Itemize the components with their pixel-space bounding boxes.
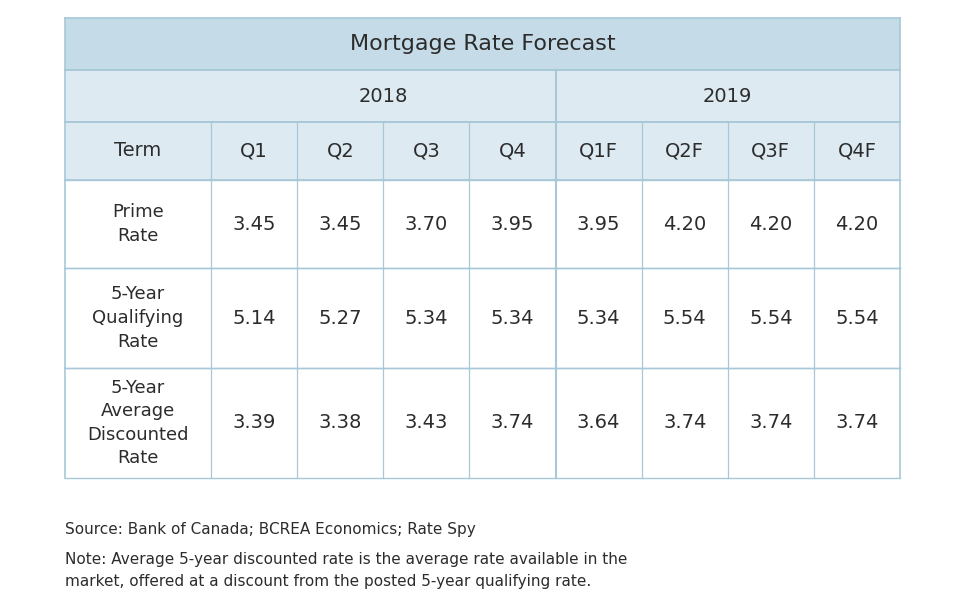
Text: 3.95: 3.95 [491,214,535,234]
Text: 5.34: 5.34 [405,308,448,327]
Bar [641,122,728,180]
Bar [65,268,900,368]
Text: Q2F: Q2F [665,141,705,160]
Text: 5.54: 5.54 [749,308,793,327]
Bar [211,122,298,180]
Text: Note: Average 5-year discounted rate is the average rate available in the
market: Note: Average 5-year discounted rate is … [65,552,628,589]
Text: 5.27: 5.27 [319,308,362,327]
Bar [211,70,556,122]
Text: 5.34: 5.34 [491,308,535,327]
Bar [556,70,900,122]
Text: 5.54: 5.54 [663,308,707,327]
Text: Q1F: Q1F [579,141,618,160]
Text: 5.54: 5.54 [835,308,878,327]
Text: 5-Year
Average
Discounted
Rate: 5-Year Average Discounted Rate [87,379,189,468]
Text: 3.74: 3.74 [663,414,707,433]
Text: Q1: Q1 [240,141,268,160]
Text: 3.45: 3.45 [232,214,276,234]
Text: 3.45: 3.45 [319,214,362,234]
Text: Term: Term [114,141,161,160]
Text: Q2: Q2 [326,141,354,160]
Text: 3.74: 3.74 [749,414,793,433]
Bar [65,18,900,70]
Text: 3.64: 3.64 [577,414,620,433]
Bar [469,122,556,180]
Text: 5.14: 5.14 [232,308,276,327]
Bar [383,122,469,180]
Bar [814,122,900,180]
Text: 3.38: 3.38 [319,414,362,433]
Text: Q3: Q3 [413,141,441,160]
Text: 5.34: 5.34 [577,308,620,327]
Bar [556,122,641,180]
Text: Source: Bank of Canada; BCREA Economics; Rate Spy: Source: Bank of Canada; BCREA Economics;… [65,522,476,537]
Text: 2018: 2018 [359,86,408,105]
Text: 3.70: 3.70 [405,214,448,234]
Text: 3.43: 3.43 [405,414,448,433]
Text: 5-Year
Qualifying
Rate: 5-Year Qualifying Rate [92,285,183,351]
Text: Q4F: Q4F [837,141,876,160]
Text: Mortgage Rate Forecast: Mortgage Rate Forecast [349,34,615,54]
Text: 4.20: 4.20 [835,214,878,234]
Text: Q3F: Q3F [752,141,790,160]
Bar [65,122,211,180]
Text: Prime
Rate: Prime Rate [112,203,164,245]
Bar [728,122,814,180]
Text: 3.39: 3.39 [232,414,276,433]
Bar [65,180,900,268]
Text: 4.20: 4.20 [749,214,792,234]
Text: Q4: Q4 [498,141,526,160]
Text: 2019: 2019 [703,86,753,105]
Bar [298,122,383,180]
Bar [65,368,900,478]
Bar [65,70,211,122]
Text: 3.74: 3.74 [491,414,534,433]
Text: 3.95: 3.95 [577,214,620,234]
Text: 3.74: 3.74 [835,414,878,433]
Text: 4.20: 4.20 [663,214,707,234]
